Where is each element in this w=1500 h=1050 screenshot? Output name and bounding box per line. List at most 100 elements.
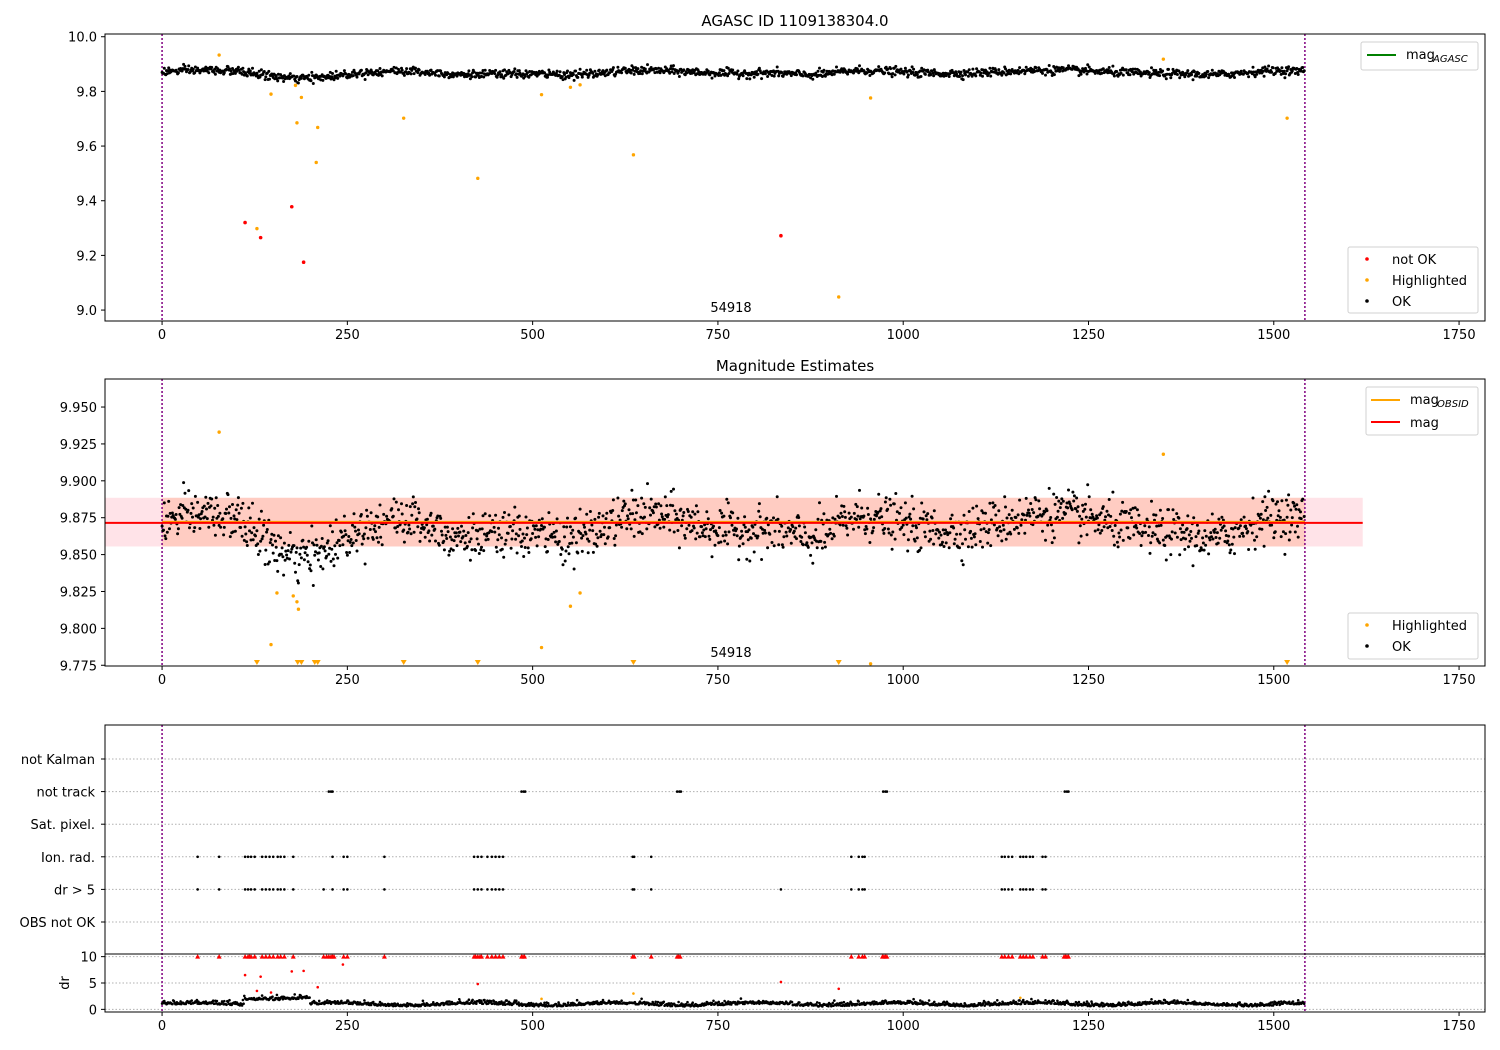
ok-point xyxy=(448,535,452,539)
ok-point xyxy=(1183,547,1187,551)
ok-point xyxy=(437,543,441,547)
ok-point xyxy=(962,69,966,72)
ok-point xyxy=(1284,532,1288,536)
ok-point xyxy=(513,67,517,71)
ok-point xyxy=(1041,71,1044,75)
ok-point xyxy=(354,539,358,542)
ok-point xyxy=(838,516,841,520)
ok-point xyxy=(747,528,751,532)
ok-point xyxy=(1027,508,1030,512)
ok-point xyxy=(1220,515,1224,519)
ok-point xyxy=(1204,534,1208,538)
ok-point xyxy=(1127,511,1131,515)
ok-point xyxy=(427,529,431,533)
ok-point xyxy=(944,541,948,545)
ok-point xyxy=(1270,523,1274,527)
ok-point xyxy=(636,67,640,71)
ok-point xyxy=(601,514,605,518)
ok-point xyxy=(574,516,578,520)
ok-point xyxy=(1111,64,1115,68)
ok-point xyxy=(1034,498,1038,502)
ok-point xyxy=(1044,538,1047,542)
flag-point xyxy=(1003,888,1007,891)
ok-point xyxy=(905,70,909,74)
flag-point xyxy=(476,888,480,891)
ok-point xyxy=(707,534,711,538)
ok-point xyxy=(474,75,478,79)
ok-point xyxy=(731,511,735,515)
ok-point xyxy=(889,503,893,507)
ok-point xyxy=(1285,515,1289,519)
ok-point xyxy=(433,527,437,531)
flag-point xyxy=(260,855,264,859)
ok-point xyxy=(588,528,592,532)
ok-point xyxy=(743,525,747,529)
ok-point xyxy=(557,73,561,77)
ok-point xyxy=(1101,505,1105,509)
ok-point xyxy=(668,71,672,75)
ok-point xyxy=(232,514,236,518)
ok-point xyxy=(816,517,820,521)
ok-point xyxy=(452,539,456,543)
dr-ok-point xyxy=(271,995,274,998)
ok-point xyxy=(462,529,466,533)
ok-point xyxy=(939,533,943,537)
ok-point xyxy=(705,510,709,514)
dr-ok-point xyxy=(225,1003,228,1007)
ok-point xyxy=(1210,512,1214,516)
ok-point xyxy=(986,541,990,545)
ok-point xyxy=(1095,516,1099,520)
dr-not-ok-point xyxy=(837,987,841,991)
ok-point xyxy=(760,558,764,561)
below-range-marker xyxy=(1284,660,1291,665)
ok-point xyxy=(183,491,187,495)
ok-point xyxy=(445,537,449,540)
ok-point xyxy=(818,66,821,70)
ok-point xyxy=(932,509,936,513)
ok-point xyxy=(751,525,755,529)
ok-point xyxy=(1271,499,1275,503)
flag-point xyxy=(490,888,494,891)
ok-point xyxy=(288,557,291,561)
ok-point xyxy=(1052,492,1056,496)
ok-point xyxy=(1057,499,1061,503)
ok-point xyxy=(247,506,251,510)
ok-point xyxy=(1290,523,1294,527)
flag-point xyxy=(480,888,483,891)
dr-ok-point xyxy=(1077,1000,1081,1004)
ok-point xyxy=(1115,70,1119,73)
ok-point xyxy=(425,517,429,521)
ok-point xyxy=(342,69,346,73)
ok-point xyxy=(1229,548,1233,552)
flag-point xyxy=(243,855,247,859)
ok-point xyxy=(740,529,744,533)
ok-point xyxy=(1186,69,1190,73)
ok-point xyxy=(1296,73,1300,76)
ok-point xyxy=(251,538,255,542)
ok-point xyxy=(698,535,702,539)
dr-ok-point xyxy=(503,1003,507,1006)
ok-point xyxy=(982,527,986,531)
ok-point xyxy=(1076,505,1080,509)
ok-point xyxy=(923,530,927,534)
ok-point xyxy=(268,77,271,81)
ok-point xyxy=(695,531,699,535)
ok-point xyxy=(1139,544,1143,547)
ok-point xyxy=(248,516,252,520)
highlighted-point xyxy=(295,600,299,604)
ok-point xyxy=(884,496,888,500)
ok-point xyxy=(1052,536,1056,540)
flag-point xyxy=(850,888,853,891)
ok-point xyxy=(350,544,354,548)
ok-point xyxy=(1075,509,1079,513)
ok-point xyxy=(447,553,451,557)
dr-not-ok-point xyxy=(779,980,783,984)
ok-point xyxy=(296,581,300,585)
ok-point xyxy=(1009,532,1013,536)
ok-point xyxy=(893,73,897,77)
ok-point xyxy=(472,70,476,74)
ok-point xyxy=(1020,518,1024,522)
dr-ok-point xyxy=(448,1000,451,1003)
ok-point xyxy=(649,513,652,517)
ok-point xyxy=(287,543,291,547)
